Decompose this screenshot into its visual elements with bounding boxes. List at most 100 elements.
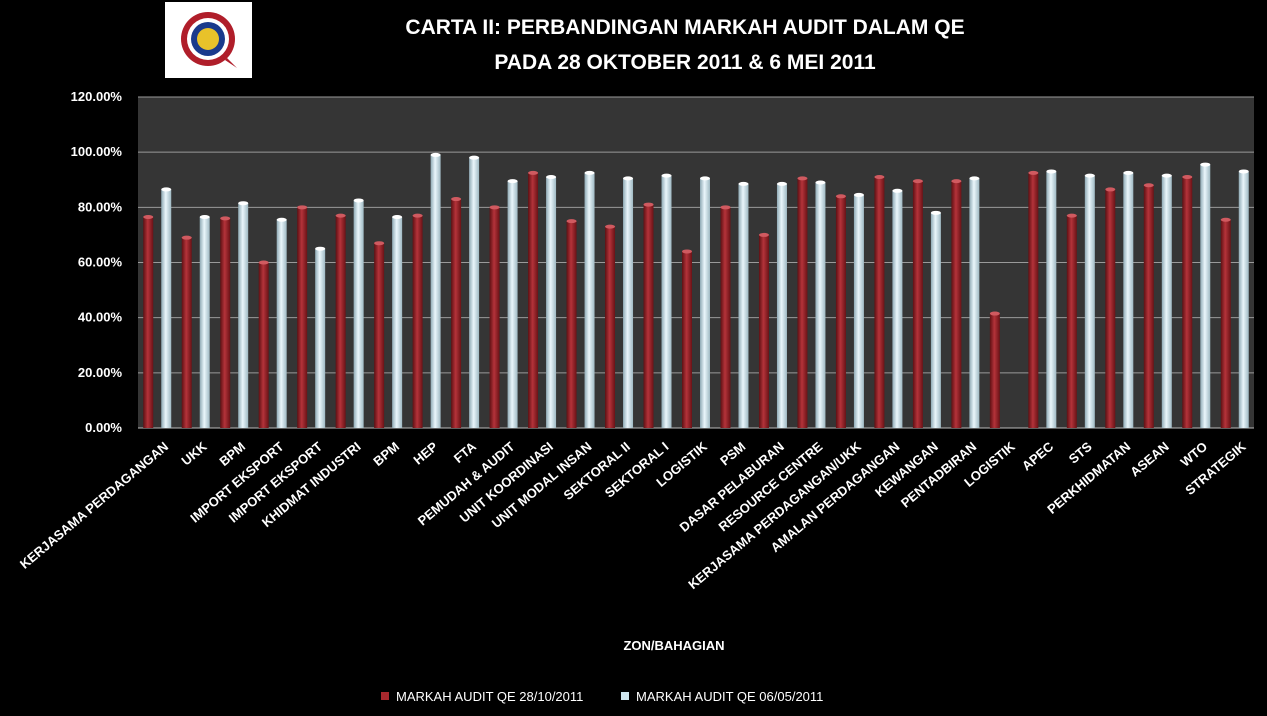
bar-series-2 [315, 248, 326, 428]
bar-series-2 [584, 172, 595, 428]
bar-series-1 [989, 313, 1000, 428]
legend-swatch-1 [381, 692, 389, 700]
bar-series-1 [643, 204, 654, 428]
x-tick-label: WTO [1178, 439, 1211, 470]
bar-series-2 [1123, 172, 1134, 428]
bar-cap-series-1 [912, 179, 923, 184]
bar-series-2 [199, 216, 210, 428]
bar-series-2 [469, 157, 480, 428]
x-tick-label: KERJASAMA PERDAGANGAN [17, 439, 171, 572]
bar-cap-series-1 [374, 241, 385, 246]
legend-swatch-2 [621, 692, 630, 700]
bar-series-2 [815, 182, 826, 428]
y-tick-label: 60.00% [78, 255, 123, 270]
bar-series-2 [776, 183, 787, 428]
bar-cap-series-1 [451, 197, 462, 202]
bar-cap-series-2 [507, 179, 518, 184]
bar-cap-series-1 [758, 232, 769, 237]
bar-cap-series-2 [315, 246, 326, 251]
bar-series-1 [1028, 172, 1039, 428]
bar-cap-series-2 [661, 173, 672, 178]
bar-cap-series-1 [528, 170, 539, 175]
bar-series-1 [528, 172, 539, 428]
bar-series-2 [161, 189, 172, 428]
y-tick-label: 0.00% [85, 420, 122, 435]
x-tick-label: APEC [1019, 438, 1057, 473]
legend-item-series-1: MARKAH AUDIT QE 28/10/2011 [381, 689, 583, 704]
bar-series-2 [392, 216, 403, 428]
bar-series-2 [353, 200, 364, 428]
bar-series-1 [297, 207, 308, 428]
bar-series-2 [276, 219, 287, 428]
bar-series-1 [489, 207, 500, 428]
bar-cap-series-1 [951, 179, 962, 184]
bar-cap-series-2 [623, 176, 634, 181]
bar-series-1 [682, 251, 692, 428]
x-tick-label: BPM [370, 439, 402, 469]
bar-cap-series-2 [430, 152, 441, 157]
x-tick-label: PSM [717, 439, 748, 469]
x-tick-label: BPM [216, 439, 248, 469]
bar-series-2 [700, 178, 710, 428]
bar-series-1 [412, 215, 423, 428]
bar-series-2 [546, 176, 557, 428]
x-tick-label: KERJASAMA PERDAGANGAN/UKK [685, 438, 864, 592]
bar-cap-series-2 [392, 214, 403, 219]
x-tick-label: ASEAN [1127, 439, 1172, 480]
bar-series-1 [1182, 176, 1193, 428]
bar-cap-series-1 [1066, 213, 1077, 218]
x-axis-title: ZON/BAHAGIAN [623, 638, 725, 653]
bar-series-2 [623, 178, 634, 428]
qe-seal-logo-icon [181, 12, 237, 68]
bar-series-1 [951, 181, 962, 428]
bar-series-1 [181, 237, 192, 428]
y-tick-label: 100.00% [71, 144, 123, 159]
bar-series-2 [507, 181, 518, 428]
bar-cap-series-2 [700, 176, 710, 181]
bar-cap-series-2 [584, 170, 595, 175]
bar-series-2 [930, 212, 941, 428]
chart-title-line2: PADA 28 OKTOBER 2011 & 6 MEI 2011 [494, 51, 876, 74]
bar-cap-series-1 [1143, 183, 1154, 188]
chart-title-line1: CARTA II: PERBANDINGAN MARKAH AUDIT DALA… [405, 16, 965, 39]
bar-series-1 [874, 176, 885, 428]
bar-cap-series-1 [720, 205, 731, 210]
bar-cap-series-1 [489, 205, 500, 210]
bar-cap-series-2 [892, 188, 903, 193]
bar-series-2 [1200, 164, 1211, 428]
bar-cap-series-1 [874, 174, 885, 179]
bar-cap-series-2 [1123, 170, 1134, 175]
bar-series-1 [220, 218, 231, 428]
x-tick-label: FTA [451, 438, 480, 466]
legend-label-1: MARKAH AUDIT QE 28/10/2011 [396, 688, 584, 704]
bar-series-1 [605, 226, 616, 428]
x-tick-label: UKK [178, 438, 210, 468]
bar-cap-series-2 [1200, 162, 1211, 167]
bar-cap-series-1 [181, 235, 192, 240]
bar-series-2 [661, 175, 672, 428]
bar-series-2 [238, 203, 249, 428]
y-tick-label: 20.00% [78, 365, 123, 380]
bar-series-1 [1143, 185, 1154, 428]
bar-cap-series-1 [1182, 174, 1193, 179]
legend-item-series-2: MARKAH AUDIT QE 06/05/2011 [621, 689, 823, 704]
bar-cap-series-1 [412, 213, 423, 218]
bar-cap-series-2 [161, 187, 172, 192]
bar-cap-series-1 [335, 213, 346, 218]
bar-series-1 [835, 196, 846, 428]
bar-series-1 [912, 181, 923, 428]
y-tick-label: 40.00% [78, 310, 123, 325]
legend: MARKAH AUDIT QE 28/10/2011 MARKAH AUDIT … [381, 688, 857, 704]
bar-cap-series-1 [566, 219, 577, 224]
bar-series-1 [758, 234, 769, 428]
bar-series-1 [374, 243, 385, 428]
bar-cap-series-1 [1105, 187, 1116, 192]
bar-cap-series-1 [1028, 170, 1039, 175]
bar-series-2 [853, 194, 864, 428]
bar-cap-series-1 [1220, 217, 1231, 222]
bar-cap-series-1 [297, 205, 308, 210]
bar-cap-series-1 [220, 216, 231, 221]
legend-label-2: MARKAH AUDIT QE 06/05/2011 [636, 688, 824, 704]
bar-series-2 [1046, 171, 1057, 428]
